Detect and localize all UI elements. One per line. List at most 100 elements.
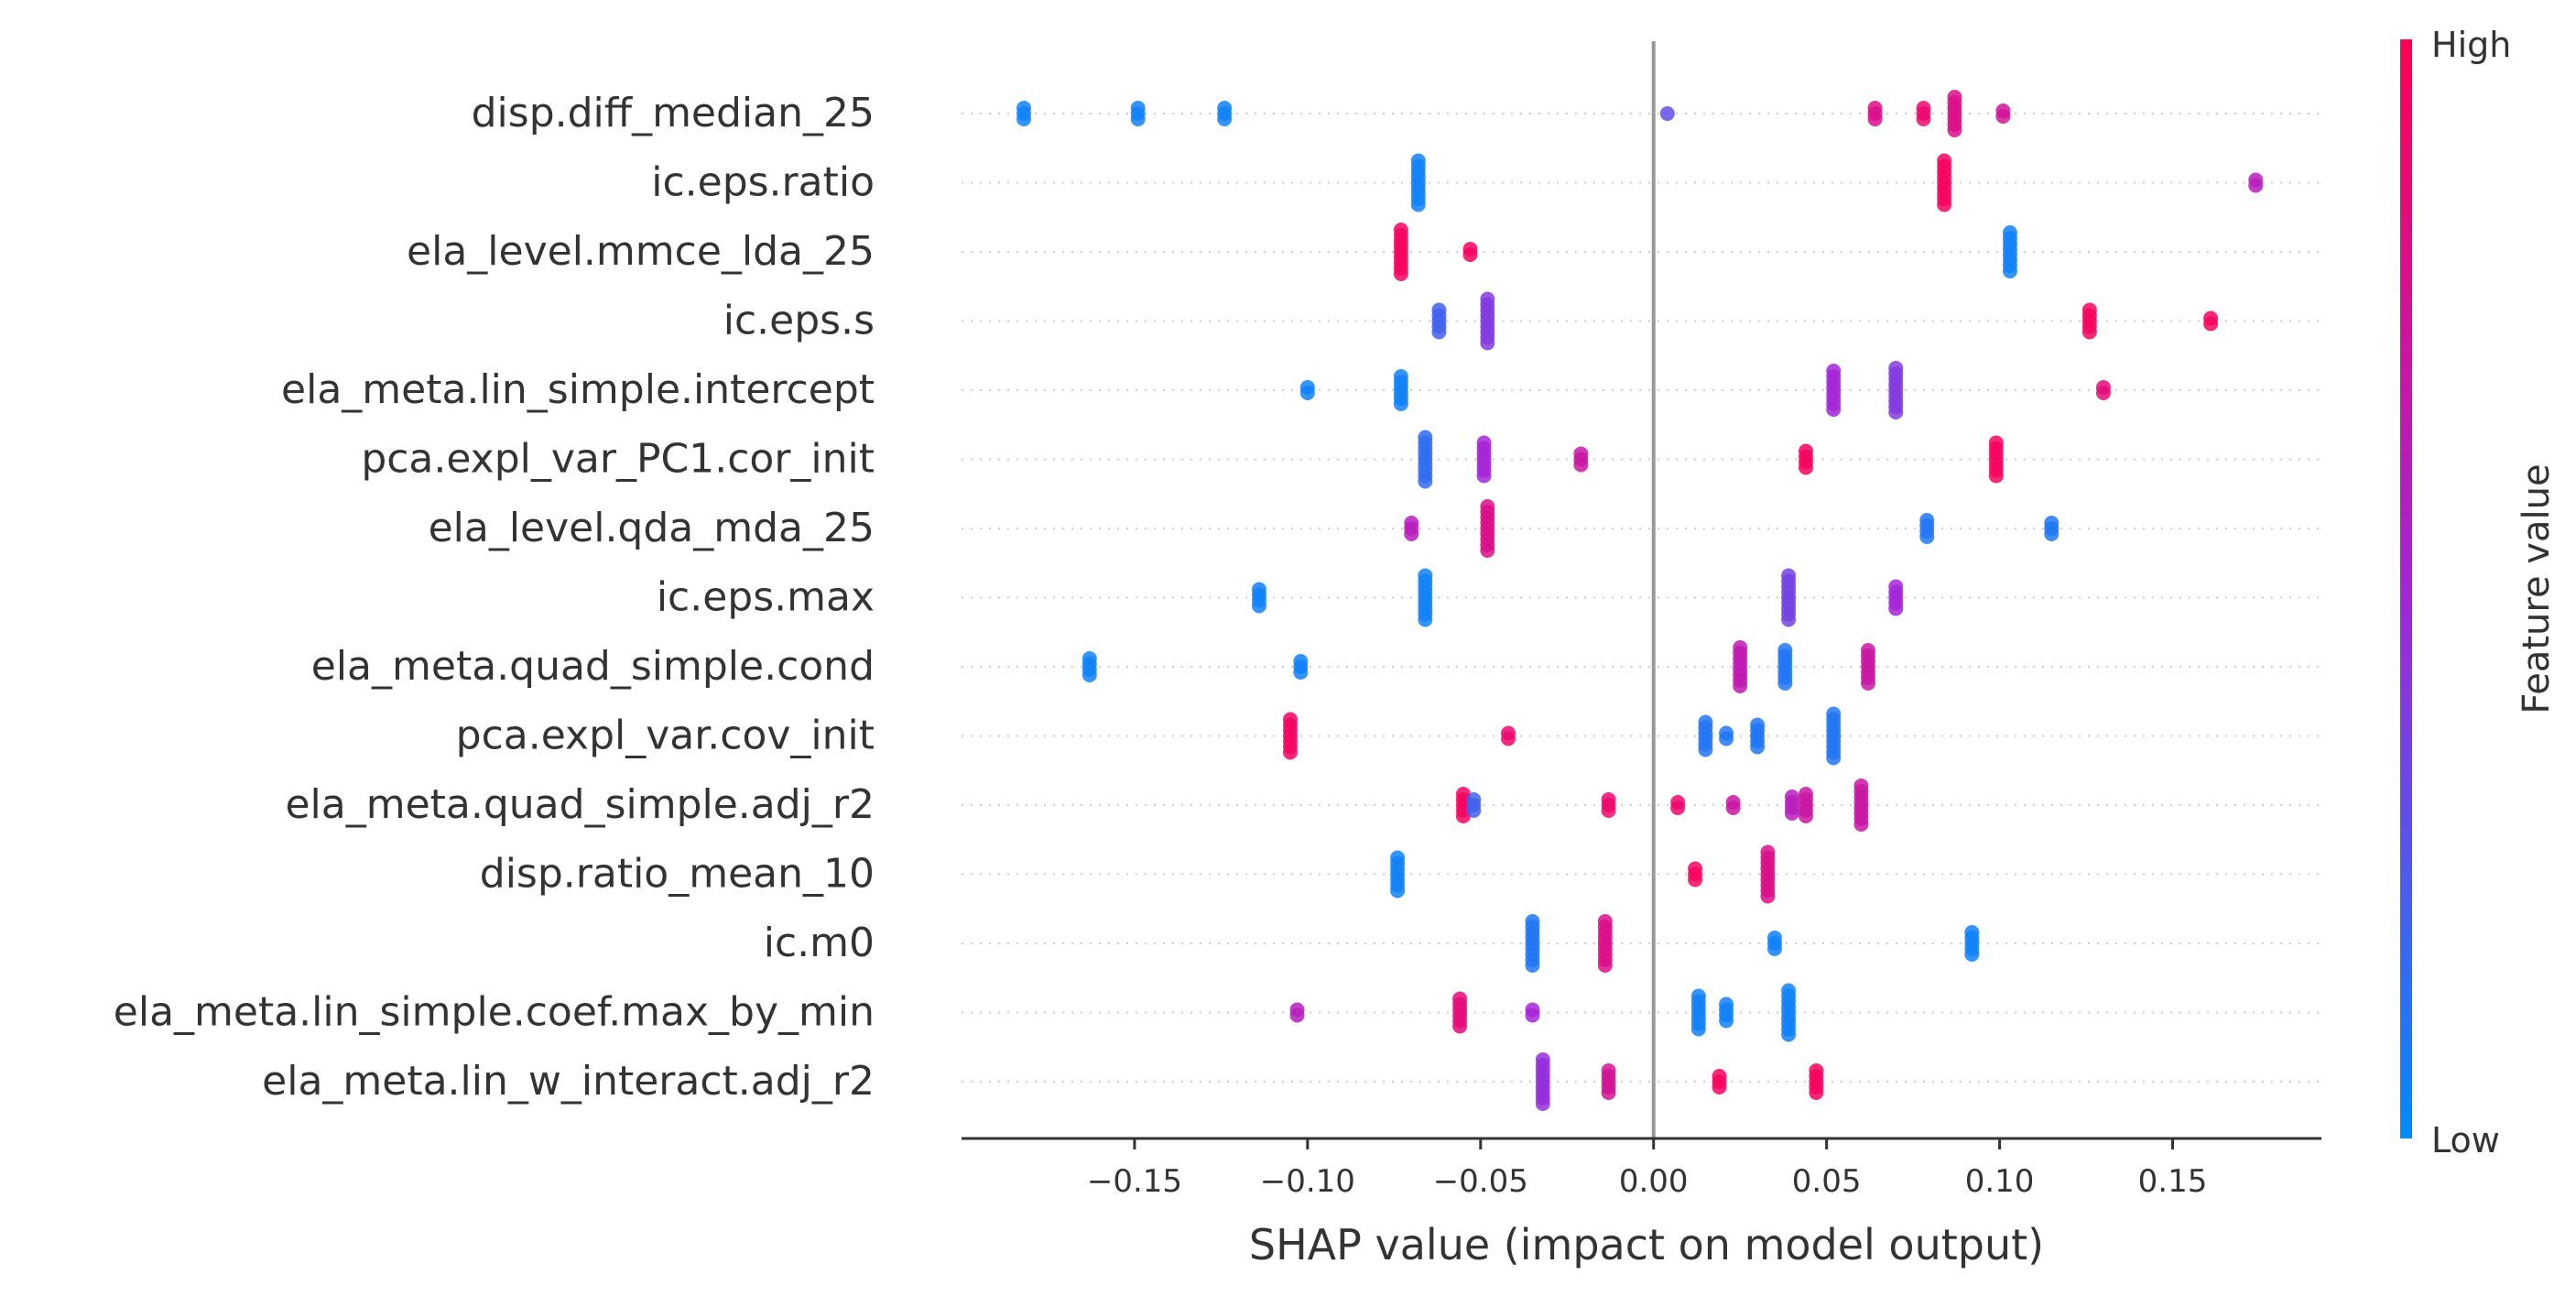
data-point xyxy=(1525,958,1540,973)
feature-label: ela_meta.lin_simple.intercept xyxy=(281,366,875,413)
colorbar-title: Feature value xyxy=(2516,463,2558,713)
data-point xyxy=(2081,324,2097,340)
data-point xyxy=(1016,112,1032,126)
data-point xyxy=(1888,405,1904,419)
x-axis-ticks: −0.15 −0.10 −0.05 0.00 0.05 0.10 0.15 xyxy=(1087,1138,2208,1200)
feature-labels: disp.diff_median_25 ic.eps.ratio ela_level… xyxy=(114,90,875,1105)
data-point xyxy=(1916,112,1931,126)
data-point xyxy=(1781,1027,1797,1042)
x-tick-label: 0.05 xyxy=(1792,1163,1862,1200)
data-point xyxy=(1501,731,1516,746)
feature-label: ela_meta.lin_w_interact.adj_r2 xyxy=(262,1058,875,1105)
data-point xyxy=(1293,665,1309,680)
data-point xyxy=(1597,958,1613,973)
data-point xyxy=(1418,612,1433,627)
data-point xyxy=(1251,598,1266,614)
data-point xyxy=(1853,817,1869,832)
colorbar-high-label: High xyxy=(2431,25,2511,65)
data-point xyxy=(1480,335,1495,351)
data-point xyxy=(1289,1007,1305,1023)
data-point xyxy=(1888,601,1904,616)
data-point xyxy=(1781,612,1797,627)
data-point xyxy=(1988,468,2004,484)
data-point xyxy=(1418,474,1433,489)
data-point xyxy=(1466,803,1482,818)
feature-label: ic.eps.ratio xyxy=(651,159,875,206)
x-tick-label: −0.15 xyxy=(1087,1163,1182,1200)
data-point xyxy=(1784,806,1799,821)
data-point xyxy=(1659,106,1675,121)
data-point xyxy=(1452,1018,1468,1034)
data-point xyxy=(1798,460,1813,475)
data-point xyxy=(1688,872,1703,888)
feature-label: ic.m0 xyxy=(764,920,875,966)
data-point xyxy=(2203,316,2219,332)
data-point xyxy=(1826,750,1842,766)
feature-label: ela_level.mmce_lda_25 xyxy=(407,228,875,275)
data-point xyxy=(1217,112,1233,126)
data-point xyxy=(2044,527,2060,541)
feature-label: ela_level.qda_mda_25 xyxy=(429,505,875,551)
data-point xyxy=(1861,676,1875,691)
row-gridlines xyxy=(962,113,2321,1083)
data-point xyxy=(1760,888,1776,904)
data-point xyxy=(1733,679,1748,693)
data-point xyxy=(1750,739,1766,755)
feature-label: ela_meta.lin_simple.coef.max_by_min xyxy=(114,989,875,1036)
feature-label: disp.ratio_mean_10 xyxy=(480,851,875,898)
data-point xyxy=(1719,1013,1734,1029)
x-tick-label: −0.05 xyxy=(1433,1163,1528,1200)
data-point xyxy=(1719,731,1734,746)
x-tick-label: 0.10 xyxy=(1965,1163,2035,1200)
data-point xyxy=(1390,883,1406,898)
x-axis-label: SHAP value (impact on model output) xyxy=(1249,1220,2044,1269)
data-point xyxy=(1462,247,1478,262)
data-point xyxy=(1947,123,1962,137)
x-tick-label: 0.15 xyxy=(2138,1163,2208,1200)
feature-label: ela_meta.quad_simple.adj_r2 xyxy=(285,781,875,828)
data-point xyxy=(1725,800,1741,815)
data-point xyxy=(1937,197,1952,212)
data-point xyxy=(1282,745,1298,760)
data-point xyxy=(2095,386,2111,400)
data-point xyxy=(1601,803,1616,818)
data-point xyxy=(1480,543,1495,558)
feature-label: ic.eps.max xyxy=(657,574,875,621)
data-point xyxy=(1964,947,1980,962)
data-point xyxy=(1393,397,1408,411)
x-tick-label: 0.00 xyxy=(1619,1163,1689,1200)
feature-label: pca.expl_var_PC1.cor_init xyxy=(361,436,875,483)
data-point xyxy=(1826,402,1842,417)
data-point xyxy=(1431,324,1447,340)
data-point xyxy=(2248,178,2264,193)
data-point xyxy=(1130,112,1146,126)
data-point xyxy=(1867,112,1883,126)
data-point xyxy=(1299,386,1315,400)
data-point xyxy=(1995,109,2011,124)
data-point xyxy=(1601,1085,1616,1100)
x-tick-label: −0.10 xyxy=(1260,1163,1355,1200)
data-point xyxy=(1476,468,1492,484)
feature-label: ela_meta.quad_simple.cond xyxy=(311,643,875,690)
data-point xyxy=(1919,529,1935,544)
data-point xyxy=(1393,267,1408,281)
data-point xyxy=(1573,457,1589,473)
colorbar-low-label: Low xyxy=(2431,1120,2500,1160)
data-point xyxy=(1766,942,1782,956)
data-point xyxy=(1798,809,1813,823)
data-point xyxy=(1535,1096,1550,1111)
data-point xyxy=(1670,800,1686,815)
data-point xyxy=(1777,676,1793,691)
data-point xyxy=(1410,197,1426,212)
data-point xyxy=(1404,527,1419,541)
data-point xyxy=(1525,1007,1540,1023)
data-points xyxy=(1016,90,2264,1111)
data-point xyxy=(1809,1085,1824,1100)
feature-label: pca.expl_var.cov_init xyxy=(456,713,875,759)
feature-label: ic.eps.s xyxy=(723,298,875,344)
data-point xyxy=(1690,1021,1706,1037)
data-point xyxy=(2002,264,2017,278)
colorbar xyxy=(2400,39,2412,1138)
feature-label: disp.diff_median_25 xyxy=(472,90,875,136)
